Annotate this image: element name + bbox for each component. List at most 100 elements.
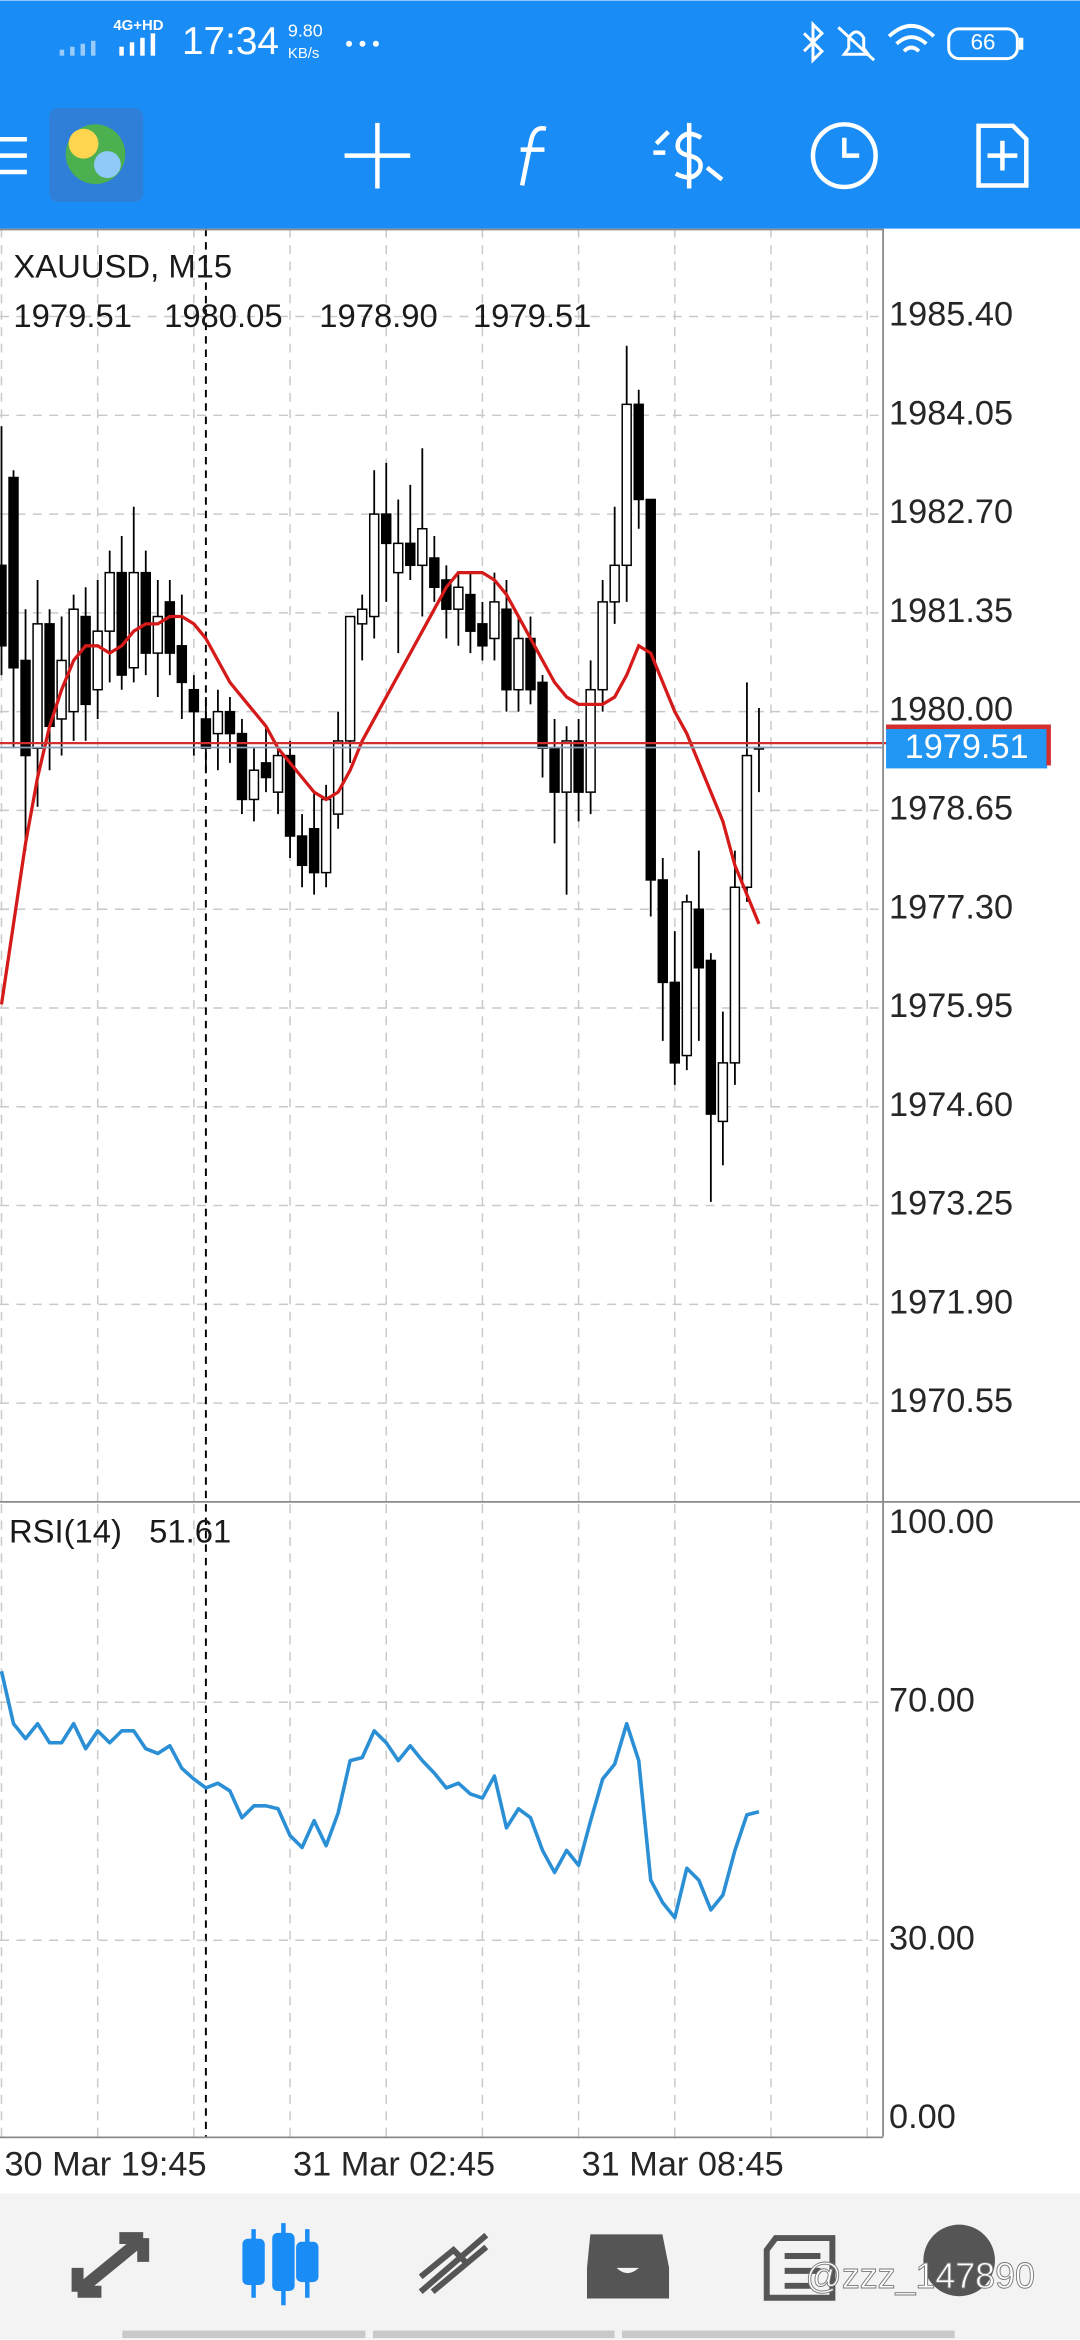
x-tick-label: 31 Mar 08:45 bbox=[582, 2146, 784, 2184]
y-tick-label: 1970.55 bbox=[889, 1382, 1013, 1420]
candle-body bbox=[405, 542, 416, 567]
news-tab[interactable] bbox=[763, 2235, 836, 2301]
candle-body bbox=[693, 908, 705, 969]
battery-tip bbox=[1018, 37, 1024, 50]
candle-body bbox=[429, 557, 440, 589]
y-tick-label: 1977.30 bbox=[889, 888, 1013, 926]
candle-body bbox=[296, 835, 308, 867]
rsi-title: RSI(14) bbox=[9, 1513, 122, 1550]
y-tick-label: 1975.95 bbox=[889, 987, 1013, 1025]
history-tab[interactable] bbox=[586, 2234, 670, 2299]
candle-body bbox=[308, 827, 320, 874]
battery bbox=[947, 27, 1019, 61]
candle-body bbox=[381, 513, 392, 545]
crosshair-button[interactable] bbox=[344, 122, 411, 189]
candle-body bbox=[104, 571, 115, 632]
candle-body bbox=[717, 1062, 729, 1123]
candle-body bbox=[681, 901, 693, 1057]
y-tick-label: 100.00 bbox=[889, 1503, 994, 1541]
history-button[interactable] bbox=[810, 122, 878, 190]
wifi-icon bbox=[887, 24, 936, 53]
bluetooth-icon bbox=[802, 20, 825, 64]
y-tick-label: 1971.90 bbox=[889, 1283, 1013, 1321]
candle-body bbox=[80, 615, 91, 706]
y-tick-label: 30.00 bbox=[889, 1919, 975, 1957]
scroll-indicator bbox=[622, 2330, 955, 2339]
app-logo[interactable] bbox=[49, 107, 144, 202]
y-tick-label: 0.00 bbox=[889, 2098, 956, 2136]
candle-body bbox=[633, 403, 644, 501]
candle-body bbox=[465, 593, 476, 632]
trade-tab[interactable] bbox=[418, 2232, 489, 2295]
x-tick-label: 31 Mar 02:45 bbox=[293, 2146, 495, 2184]
menu-button[interactable] bbox=[0, 136, 27, 175]
candle-body bbox=[92, 630, 103, 691]
candle-body bbox=[537, 681, 548, 749]
messages-tab[interactable] bbox=[923, 2224, 995, 2297]
marks: 30 Mar 19:45 31 Mar 02:45 31 Mar 08:45 1985… bbox=[0, 296, 1051, 2184]
candle-body bbox=[368, 513, 380, 618]
scroll-indicator bbox=[122, 2330, 366, 2339]
candle-body bbox=[8, 476, 19, 669]
battery-level: 66 bbox=[971, 30, 996, 55]
price-label: 1979.51 bbox=[905, 728, 1029, 766]
candle-body bbox=[453, 586, 464, 610]
candle-body bbox=[561, 740, 572, 793]
candle-body bbox=[140, 571, 151, 654]
watermark: @zzz_147890 bbox=[806, 2256, 1035, 2296]
candle-body bbox=[32, 623, 43, 749]
more-dot bbox=[346, 40, 353, 47]
symbol-title: XAUUSD, M15 bbox=[13, 248, 232, 285]
quotes-tab[interactable] bbox=[71, 2232, 150, 2298]
candle-body bbox=[152, 615, 164, 654]
candle-body bbox=[393, 542, 404, 574]
ohlc-open: 1979.51 bbox=[13, 297, 132, 334]
pane-border bbox=[0, 228, 1080, 2139]
candle-body bbox=[609, 564, 620, 603]
more-dot bbox=[359, 40, 366, 47]
grid bbox=[0, 228, 884, 2137]
status-bar: 4G+HD 17:34 9.80 KB/s 66 bbox=[59, 18, 1024, 64]
top-bar bbox=[0, 0, 1080, 229]
y-tick-label: 1980.00 bbox=[889, 691, 1013, 729]
x-tick-label: 30 Mar 19:45 bbox=[4, 2146, 206, 2184]
candle-body bbox=[176, 645, 188, 684]
candle-body bbox=[116, 571, 127, 676]
candle-body bbox=[585, 688, 596, 793]
candle-body bbox=[729, 886, 741, 1064]
candle-body bbox=[164, 601, 176, 654]
y-tick-label: 70.00 bbox=[889, 1681, 975, 1719]
candle-body bbox=[645, 498, 656, 881]
candle-body bbox=[597, 601, 608, 691]
y-tick-label: 1978.65 bbox=[889, 789, 1013, 827]
ohlc-low: 1978.90 bbox=[319, 297, 438, 334]
chart-tab[interactable] bbox=[242, 2223, 319, 2306]
candle-body bbox=[657, 879, 668, 984]
candle-body bbox=[344, 615, 356, 742]
toolbar bbox=[0, 107, 1029, 202]
candle-body bbox=[260, 762, 272, 779]
candle-body bbox=[573, 740, 584, 793]
y-tick-label: 1973.25 bbox=[889, 1185, 1013, 1223]
clock: 17:34 bbox=[182, 20, 279, 63]
y-tick-label: 1974.60 bbox=[889, 1086, 1013, 1124]
price-label-outline bbox=[886, 724, 1051, 766]
candle-body bbox=[417, 527, 428, 567]
candle-body bbox=[477, 623, 488, 647]
y-tick-label: 1984.05 bbox=[889, 394, 1013, 432]
rsi-line bbox=[0, 1670, 760, 1920]
candle-body bbox=[332, 740, 344, 815]
network-type: 4G+HD bbox=[113, 18, 163, 34]
candle-body bbox=[705, 959, 717, 1115]
moving-average bbox=[0, 570, 761, 1005]
trade-button[interactable] bbox=[653, 122, 724, 189]
new-order-button[interactable] bbox=[976, 123, 1029, 188]
ohlc-high: 1980.05 bbox=[164, 297, 283, 334]
y-tick-label: 1985.40 bbox=[889, 296, 1013, 334]
price-label-box bbox=[886, 726, 1048, 769]
indicators-button[interactable] bbox=[519, 126, 547, 186]
ohlc-close: 1979.51 bbox=[473, 297, 592, 334]
candle-body bbox=[44, 623, 55, 728]
candle-body bbox=[236, 732, 248, 801]
